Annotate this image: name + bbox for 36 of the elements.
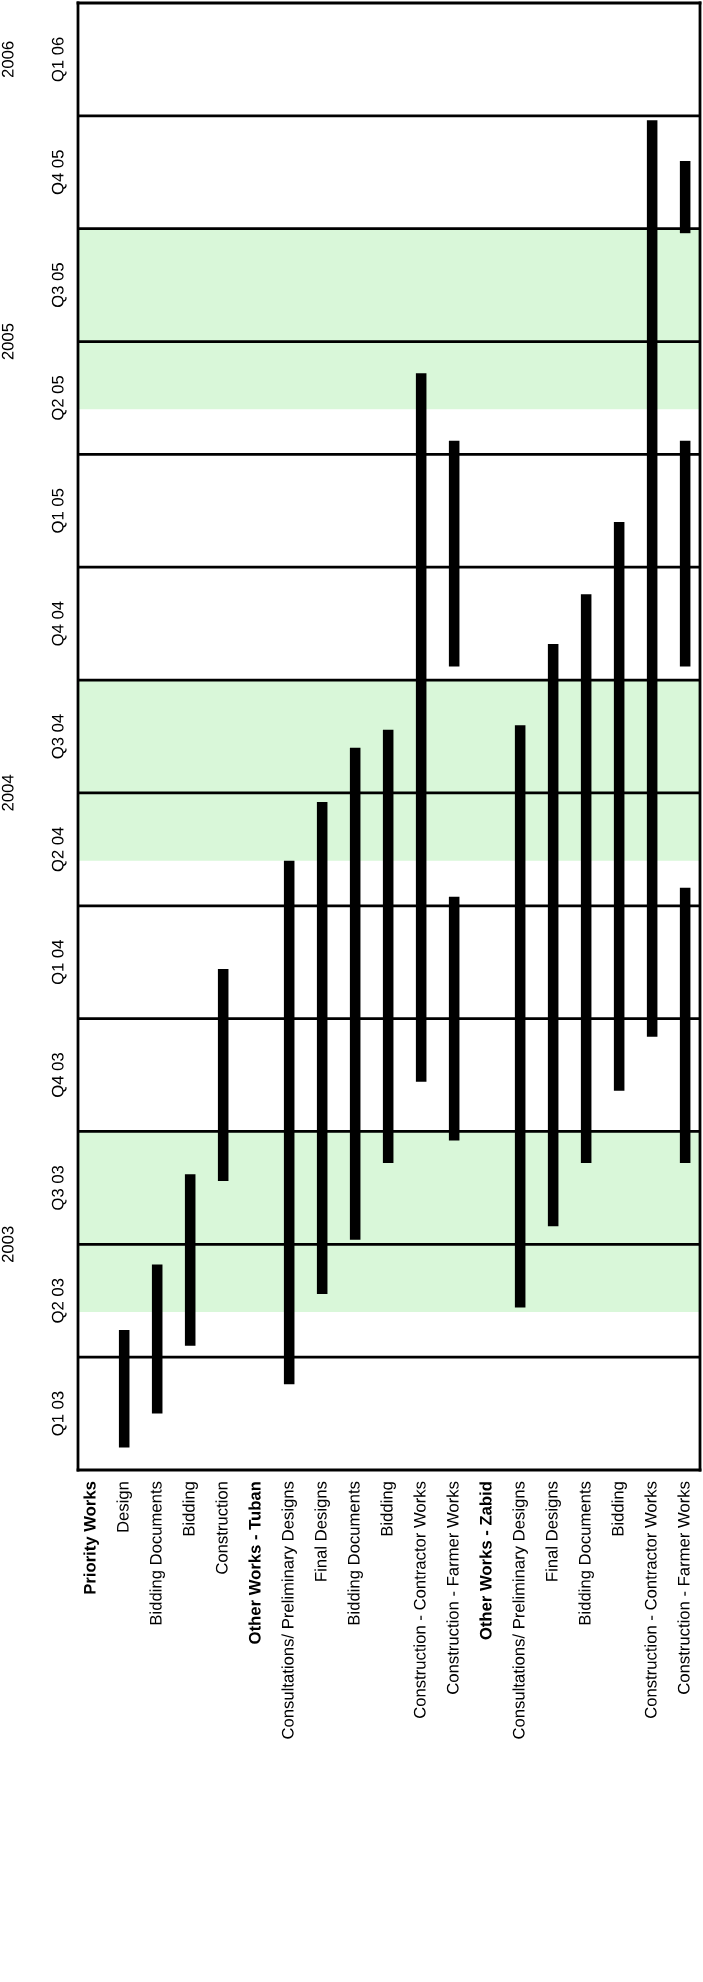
x-tick-label: Design xyxy=(116,1482,132,1532)
text: Q3 04 xyxy=(51,714,67,759)
text: Q1 04 xyxy=(51,939,67,985)
x-tick-label: Consultations/ Preliminary Designs xyxy=(281,1481,297,1739)
text: Q2 04 xyxy=(51,827,67,872)
text: Q1 05 xyxy=(51,488,67,533)
y-tick-label: 2006 xyxy=(1,41,14,78)
text: Q4 04 xyxy=(51,601,67,646)
x-tick-label: Bidding xyxy=(380,1482,396,1536)
x-tick-label: Bidding Documents xyxy=(347,1481,363,1625)
text: Q2 03 xyxy=(51,1278,67,1323)
y-tick-label: 2004 xyxy=(1,774,14,811)
x-tick-label: Construction - Farmer Works xyxy=(446,1481,459,1694)
y-tick-label: 2003 xyxy=(1,1226,14,1263)
x-tick-label: Other Works - Zabid xyxy=(479,1482,492,1640)
x-tick-label: Bidding xyxy=(611,1482,627,1536)
x-tick-label: Construction xyxy=(215,1482,228,1574)
x-tick-label: Bidding Documents xyxy=(149,1481,165,1625)
x-tick-label: Consultations/ Preliminary Designs xyxy=(512,1481,528,1739)
text: Q2 05 xyxy=(51,375,67,420)
text: Q4 05 xyxy=(51,150,67,195)
y-tick-label: 2005 xyxy=(1,323,14,360)
text: Q4 03 xyxy=(51,1053,67,1097)
x-tick-label: Final Designs xyxy=(314,1481,330,1581)
text: Q3 03 xyxy=(51,1165,67,1210)
text: Q1 03 xyxy=(51,1391,67,1436)
x-tick-label: Construction - Farmer Works xyxy=(677,1481,690,1694)
x-tick-label: Construction - Contractor Works xyxy=(413,1481,426,1718)
x-tick-label: Bidding xyxy=(182,1482,198,1536)
text: Q1 06 xyxy=(51,37,67,82)
x-tick-label: Final Designs xyxy=(545,1481,561,1581)
text: Q3 05 xyxy=(51,263,67,308)
x-tick-label: Other Works - Tuban xyxy=(248,1482,261,1644)
x-tick-label: Priority Works xyxy=(83,1481,99,1594)
x-tick-label: Bidding Documents xyxy=(578,1481,594,1625)
x-tick-label: Construction - Contractor Works xyxy=(644,1481,657,1718)
